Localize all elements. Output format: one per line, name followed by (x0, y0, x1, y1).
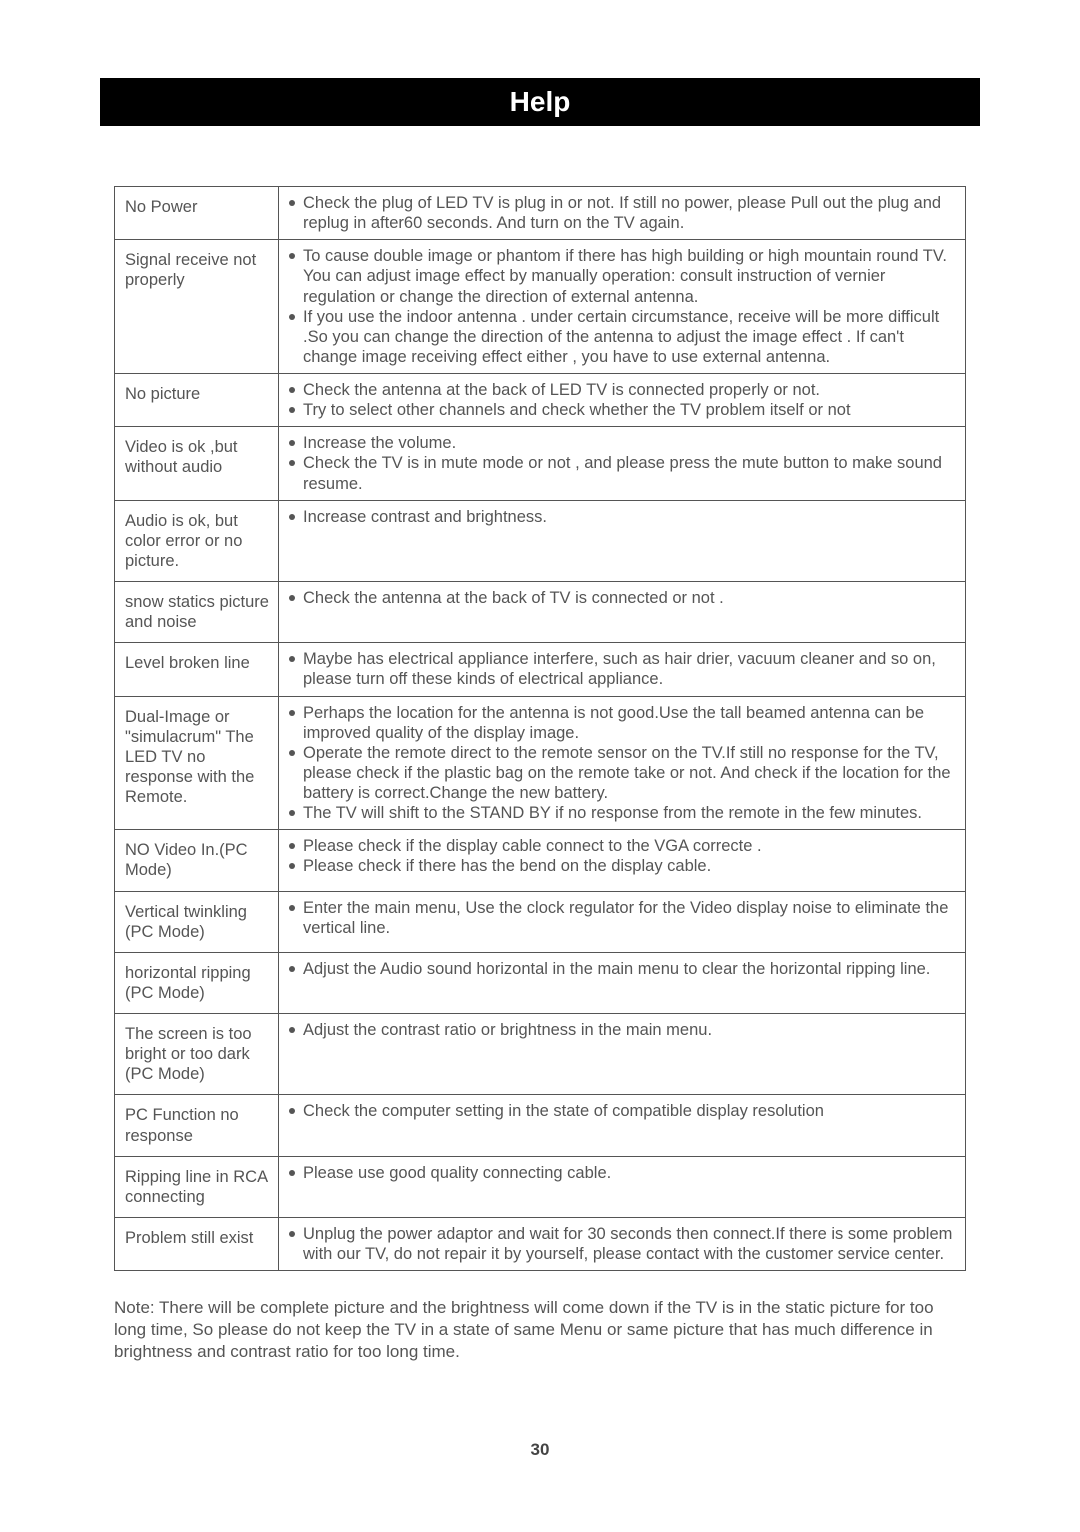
page-title: Help (510, 86, 571, 118)
help-table-body: No PowerCheck the plug of LED TV is plug… (115, 187, 966, 1271)
row-description: Increase the volume.Check the TV is in m… (279, 427, 966, 500)
table-row: Dual-Image or "simulacrum" The LED TV no… (115, 696, 966, 830)
bullet-list: Check the computer setting in the state … (289, 1101, 957, 1121)
bullet-item: Enter the main menu, Use the clock regul… (289, 898, 957, 938)
content-area: No PowerCheck the plug of LED TV is plug… (114, 186, 966, 1362)
bullet-item: Perhaps the location for the antenna is … (289, 703, 957, 743)
bullet-item: Check the TV is in mute mode or not , an… (289, 453, 957, 493)
table-row: Vertical twinkling (PC Mode)Enter the ma… (115, 891, 966, 952)
table-row: Video is ok ,but without audioIncrease t… (115, 427, 966, 500)
row-description: Adjust the contrast ratio or brightness … (279, 1014, 966, 1095)
bullet-item: Check the computer setting in the state … (289, 1101, 957, 1121)
table-row: No PowerCheck the plug of LED TV is plug… (115, 187, 966, 240)
page-number: 30 (0, 1440, 1080, 1460)
bullet-item: Increase the volume. (289, 433, 957, 453)
row-label: Level broken line (115, 643, 279, 696)
row-label: PC Function no response (115, 1095, 279, 1156)
bullet-item: Check the antenna at the back of TV is c… (289, 588, 957, 608)
table-row: Ripping line in RCA connecting Please use… (115, 1156, 966, 1217)
row-label: Problem still exist (115, 1217, 279, 1270)
table-row: No picture Check the antenna at the back … (115, 374, 966, 427)
bullet-item: Adjust the Audio sound horizontal in the… (289, 959, 957, 979)
table-row: horizontal ripping (PC Mode) Adjust the A… (115, 952, 966, 1013)
table-row: Audio is ok, but color error or no pictu… (115, 500, 966, 581)
bullet-list: Enter the main menu, Use the clock regul… (289, 898, 957, 938)
bullet-list: Perhaps the location for the antenna is … (289, 703, 957, 824)
row-description: Increase contrast and brightness. (279, 500, 966, 581)
row-label: Audio is ok, but color error or no pictu… (115, 500, 279, 581)
bullet-list: Please use good quality connecting cable… (289, 1163, 957, 1183)
table-row: Signal receive not properlyTo cause doub… (115, 240, 966, 374)
table-row: Level broken lineMaybe has electrical ap… (115, 643, 966, 696)
bullet-item: Please check if there has the bend on th… (289, 856, 957, 876)
bullet-item: Maybe has electrical appliance interfere… (289, 649, 957, 689)
row-description: Enter the main menu, Use the clock regul… (279, 891, 966, 952)
row-description: Maybe has electrical appliance interfere… (279, 643, 966, 696)
row-label: Ripping line in RCA connecting (115, 1156, 279, 1217)
row-label: snow statics picture and noise (115, 582, 279, 643)
bullet-list: Check the antenna at the back of LED TV … (289, 380, 957, 420)
row-description: Check the plug of LED TV is plug in or n… (279, 187, 966, 240)
row-label: No picture (115, 374, 279, 427)
table-row: Problem still existUnplug the power adap… (115, 1217, 966, 1270)
bullet-item: Check the plug of LED TV is plug in or n… (289, 193, 957, 233)
bullet-item: Please check if the display cable connec… (289, 836, 957, 856)
bullet-item: Try to select other channels and check w… (289, 400, 957, 420)
bullet-list: Increase contrast and brightness. (289, 507, 957, 527)
bullet-item: Please use good quality connecting cable… (289, 1163, 957, 1183)
row-description: To cause double image or phantom if ther… (279, 240, 966, 374)
row-description: Adjust the Audio sound horizontal in the… (279, 952, 966, 1013)
bullet-item: Increase contrast and brightness. (289, 507, 957, 527)
header-band: Help (100, 78, 980, 126)
row-label: NO Video In.(PC Mode) (115, 830, 279, 891)
row-label: horizontal ripping (PC Mode) (115, 952, 279, 1013)
bullet-list: Adjust the contrast ratio or brightness … (289, 1020, 957, 1040)
footer-note: Note: There will be complete picture and… (114, 1297, 966, 1362)
row-label: The screen is too bright or too dark (PC… (115, 1014, 279, 1095)
bullet-item: If you use the indoor antenna . under ce… (289, 307, 957, 367)
bullet-item: Check the antenna at the back of LED TV … (289, 380, 957, 400)
row-description: Please use good quality connecting cable… (279, 1156, 966, 1217)
row-description: Perhaps the location for the antenna is … (279, 696, 966, 830)
bullet-list: To cause double image or phantom if ther… (289, 246, 957, 367)
table-row: The screen is too bright or too dark (PC… (115, 1014, 966, 1095)
row-label: Video is ok ,but without audio (115, 427, 279, 500)
help-table: No PowerCheck the plug of LED TV is plug… (114, 186, 966, 1271)
bullet-list: Please check if the display cable connec… (289, 836, 957, 876)
row-label: No Power (115, 187, 279, 240)
table-row: PC Function no response Check the compute… (115, 1095, 966, 1156)
row-description: Check the computer setting in the state … (279, 1095, 966, 1156)
bullet-list: Unplug the power adaptor and wait for 30… (289, 1224, 957, 1264)
bullet-item: To cause double image or phantom if ther… (289, 246, 957, 306)
row-description: Check the antenna at the back of LED TV … (279, 374, 966, 427)
row-description: Please check if the display cable connec… (279, 830, 966, 891)
row-description: Unplug the power adaptor and wait for 30… (279, 1217, 966, 1270)
row-description: Check the antenna at the back of TV is c… (279, 582, 966, 643)
table-row: NO Video In.(PC Mode) Please check if the… (115, 830, 966, 891)
row-label: Signal receive not properly (115, 240, 279, 374)
table-row: snow statics picture and noise Check the … (115, 582, 966, 643)
row-label: Vertical twinkling (PC Mode) (115, 891, 279, 952)
row-label: Dual-Image or "simulacrum" The LED TV no… (115, 696, 279, 830)
bullet-item: Adjust the contrast ratio or brightness … (289, 1020, 957, 1040)
bullet-item: The TV will shift to the STAND BY if no … (289, 803, 957, 823)
bullet-list: Check the antenna at the back of TV is c… (289, 588, 957, 608)
bullet-item: Operate the remote direct to the remote … (289, 743, 957, 803)
bullet-list: Adjust the Audio sound horizontal in the… (289, 959, 957, 979)
bullet-list: Check the plug of LED TV is plug in or n… (289, 193, 957, 233)
bullet-list: Increase the volume.Check the TV is in m… (289, 433, 957, 493)
bullet-list: Maybe has electrical appliance interfere… (289, 649, 957, 689)
bullet-item: Unplug the power adaptor and wait for 30… (289, 1224, 957, 1264)
